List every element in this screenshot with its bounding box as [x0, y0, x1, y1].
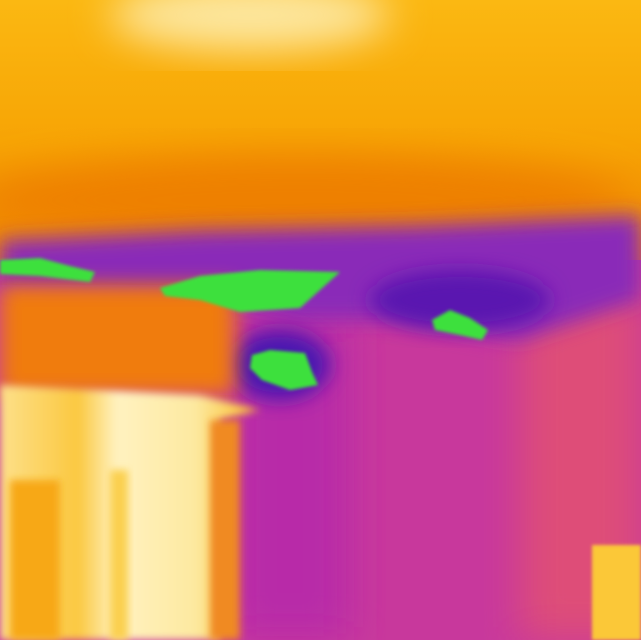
cold-patch-right [370, 270, 550, 330]
hot-columns [0, 385, 260, 640]
cold-spot [0, 258, 95, 282]
hot-corner [592, 545, 641, 640]
column-shadow-1 [10, 480, 60, 640]
column-shadow-2 [110, 470, 128, 640]
cold-spot [432, 310, 488, 340]
cold-spot [160, 270, 340, 312]
orange-band [0, 155, 630, 245]
column-edge [210, 420, 240, 640]
hot-spot-top [110, 0, 390, 50]
left-orange-block [0, 285, 235, 395]
cold-spot [250, 350, 318, 390]
